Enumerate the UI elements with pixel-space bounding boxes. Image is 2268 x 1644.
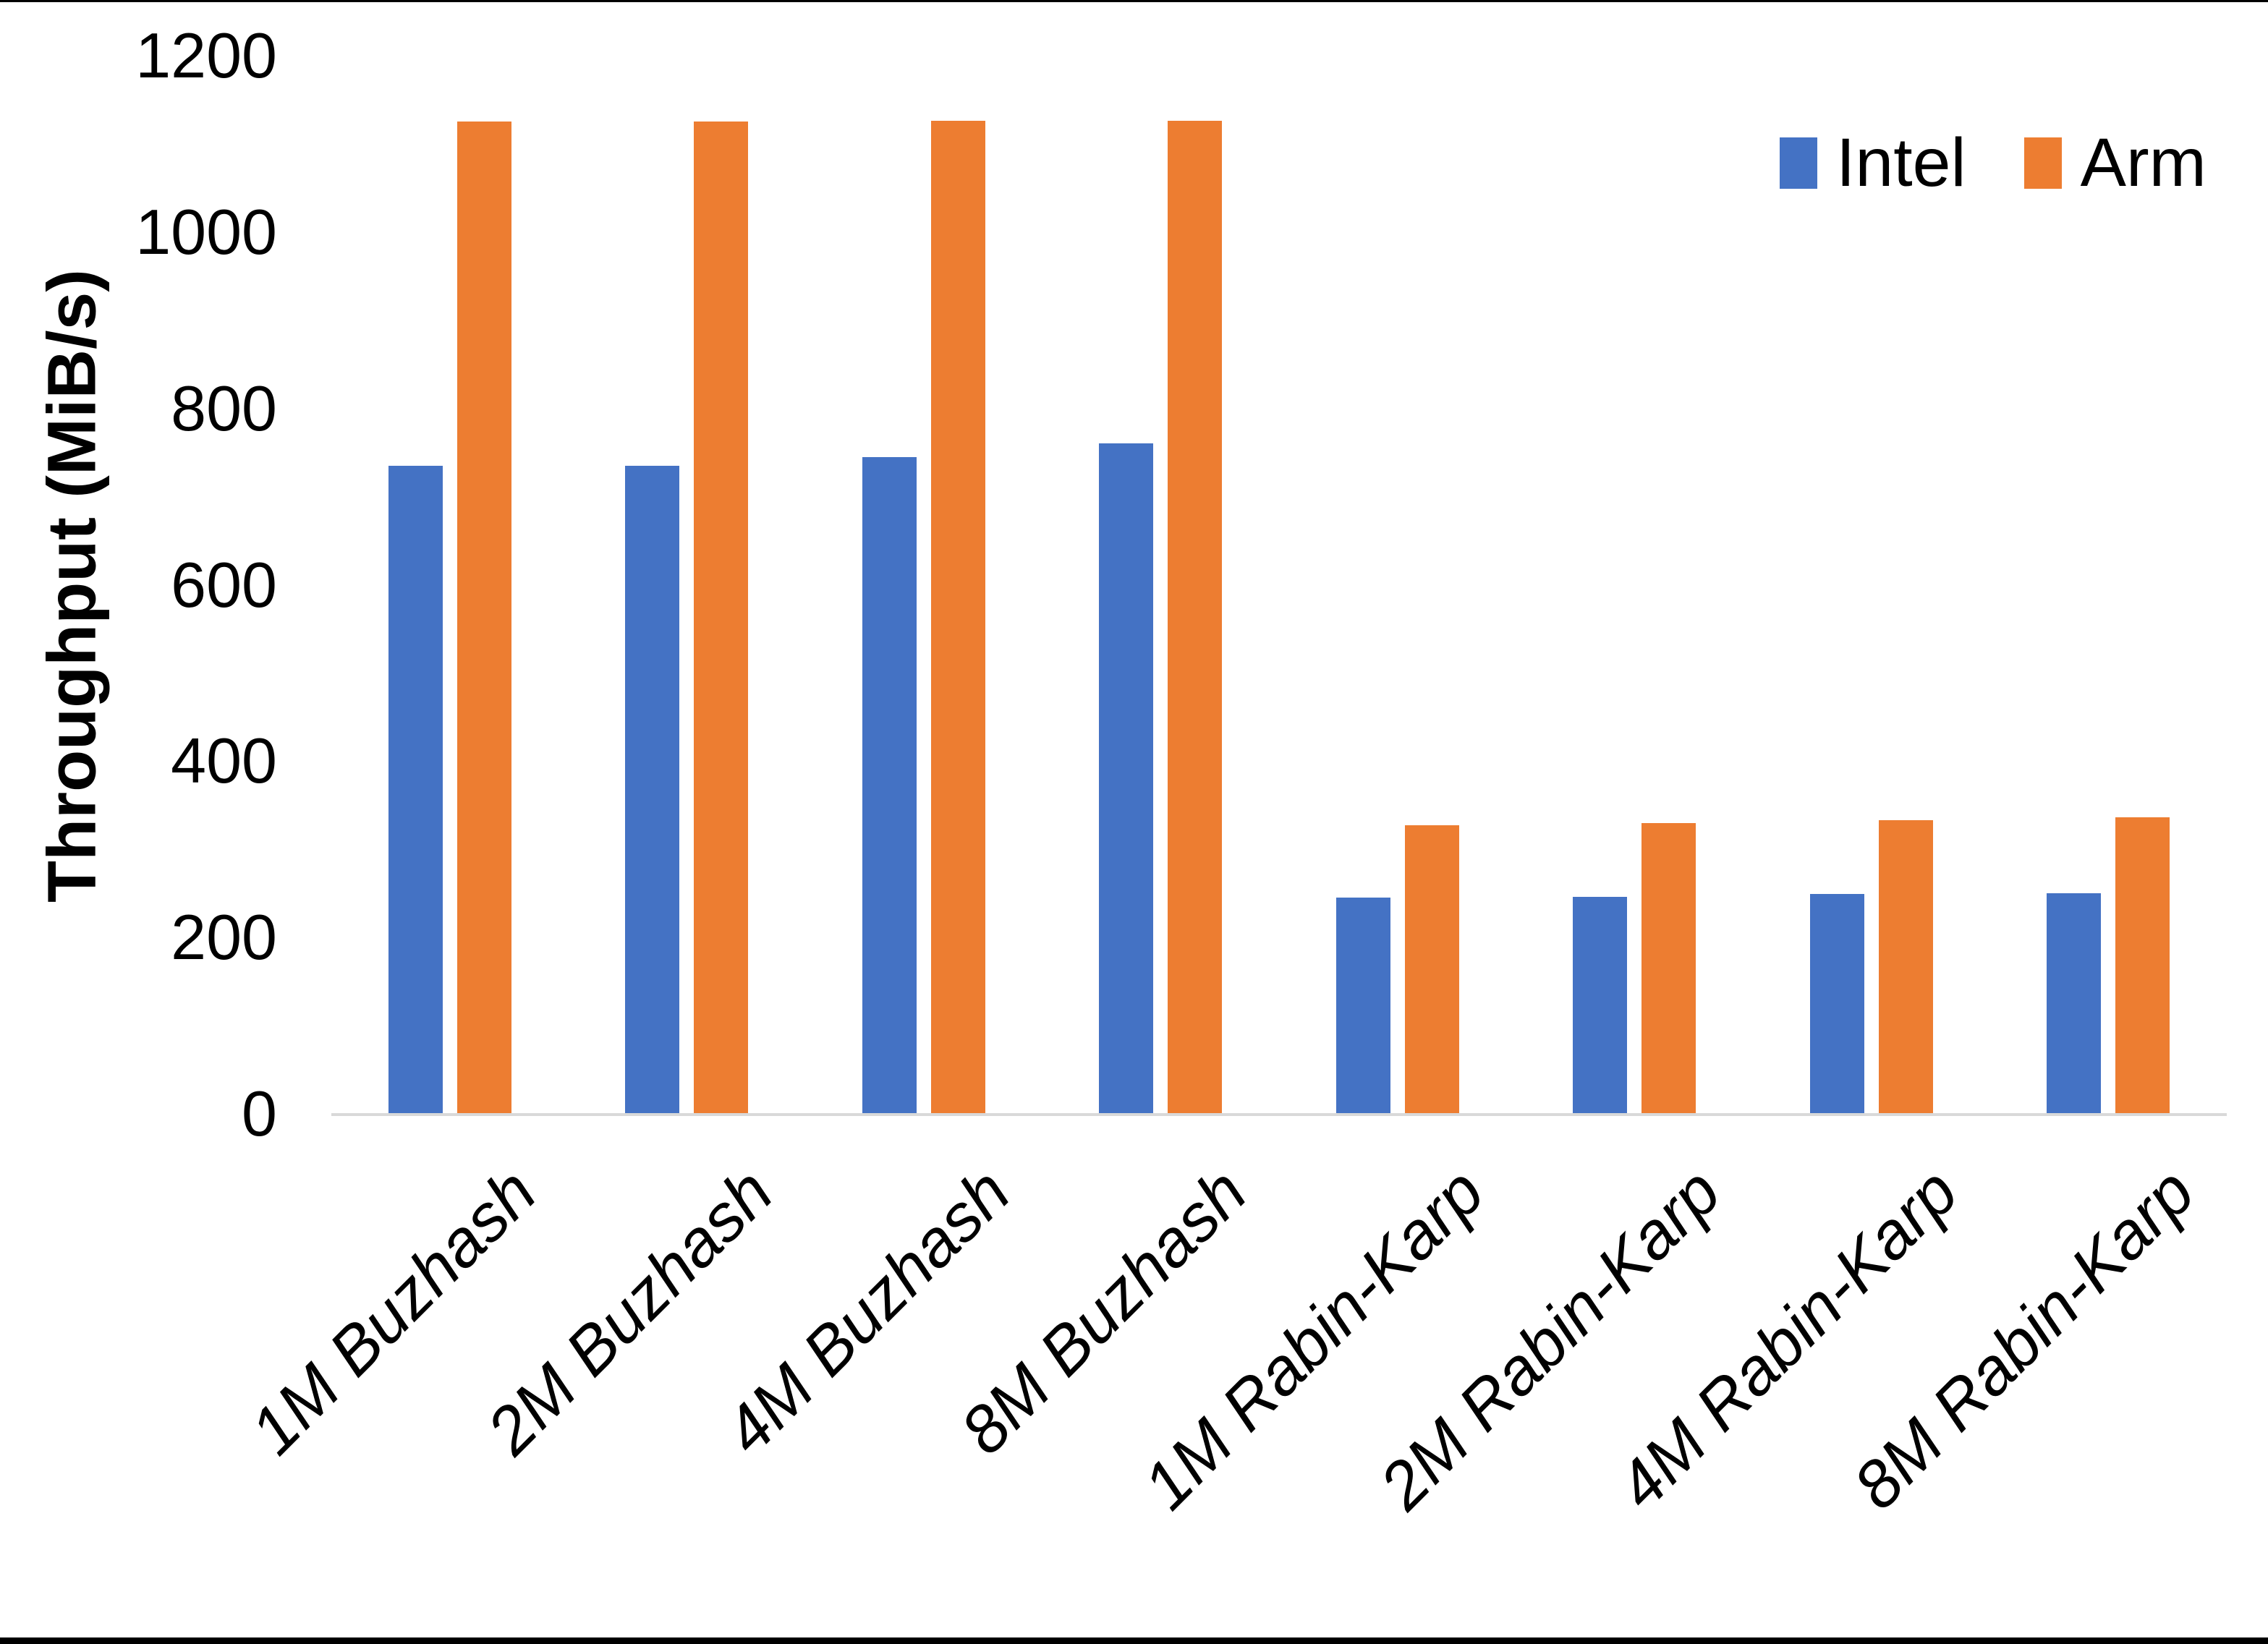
y-tick-label-0: 0 <box>242 1078 277 1149</box>
y-tick-label-800: 800 <box>171 372 277 444</box>
x-axis-line <box>331 1113 2227 1116</box>
bar-intel-8m-rabin-karp <box>2047 893 2102 1114</box>
bar-arm-8m-rabin-karp <box>2115 817 2170 1114</box>
y-tick-label-400: 400 <box>171 725 277 797</box>
bar-group-1m-rabin-karp <box>1279 56 1516 1114</box>
legend-swatch-arm <box>2023 137 2062 189</box>
bar-arm-4m-rabin-karp <box>1878 820 1933 1114</box>
bar-group-4m-rabin-karp <box>1753 56 1990 1114</box>
bar-intel-4m-rabin-karp <box>1809 894 1864 1114</box>
bar-group-8m-buzhash <box>1042 56 1280 1114</box>
bar-arm-4m-buzhash <box>930 121 985 1114</box>
bar-arm-8m-buzhash <box>1168 121 1223 1114</box>
bar-group-1m-buzhash <box>331 56 569 1114</box>
bar-arm-1m-rabin-karp <box>1404 825 1459 1114</box>
y-tick-label-1000: 1000 <box>135 195 277 268</box>
bar-intel-2m-buzhash <box>625 466 680 1114</box>
bar-group-8m-rabin-karp <box>1990 56 2227 1114</box>
legend-swatch-intel <box>1780 137 1817 189</box>
y-tick-label-600: 600 <box>171 548 277 621</box>
legend-label-intel: Intel <box>1836 124 1966 201</box>
plot-area <box>331 56 2227 1114</box>
bar-intel-2m-rabin-karp <box>1573 897 1628 1114</box>
legend-item-arm: Arm <box>2023 124 2207 201</box>
legend-label-arm: Arm <box>2080 124 2207 201</box>
top-border-rule <box>0 0 2268 2</box>
legend-item-intel: Intel <box>1780 129 1966 197</box>
bar-group-2m-rabin-karp <box>1516 56 1754 1114</box>
bar-intel-1m-buzhash <box>388 466 443 1114</box>
bar-arm-2m-buzhash <box>694 122 749 1114</box>
bottom-border-rule <box>0 1637 2268 1644</box>
y-tick-label-200: 200 <box>171 901 277 974</box>
bar-intel-1m-rabin-karp <box>1335 898 1390 1114</box>
x-tick-label-1m-buzhash: 1M Buzhash <box>236 1154 551 1469</box>
bar-group-4m-buzhash <box>805 56 1042 1114</box>
bar-intel-8m-buzhash <box>1099 443 1154 1114</box>
bar-arm-1m-buzhash <box>456 122 511 1114</box>
bar-intel-4m-buzhash <box>862 457 917 1114</box>
bar-group-2m-buzhash <box>569 56 806 1114</box>
bar-arm-2m-rabin-karp <box>1641 823 1696 1114</box>
legend: Intel Arm <box>1780 129 2207 197</box>
y-tick-label-1200: 1200 <box>135 20 277 91</box>
